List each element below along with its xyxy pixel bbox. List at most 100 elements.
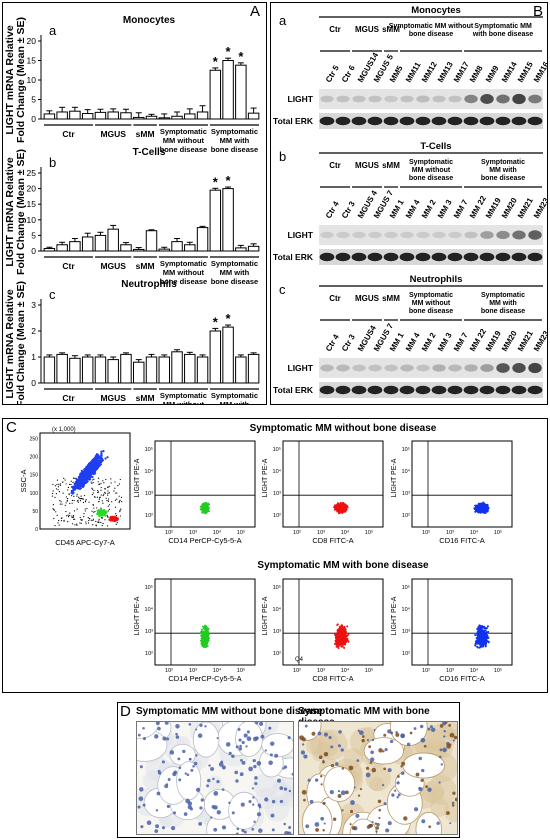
gating-point (102, 523, 104, 525)
flow-y-tick: 10³ (273, 629, 281, 635)
erk-band (431, 252, 447, 262)
bar (222, 326, 234, 384)
flow-point (484, 645, 487, 648)
gating-point (59, 483, 62, 485)
gating-point (76, 495, 78, 497)
flow-point (478, 628, 481, 631)
y-tick-label: 5 (31, 95, 36, 105)
lane-label: Ctr 4 (324, 199, 341, 220)
erk-band (447, 385, 463, 395)
light-band (448, 95, 462, 103)
group-label: sMM (136, 129, 155, 139)
cell-nucleus (387, 821, 392, 826)
flow-point (482, 637, 485, 640)
cell-nucleus (256, 761, 262, 766)
blot-group-label: sMM (382, 294, 400, 303)
blot-group-label: MM with (489, 300, 517, 307)
blot-title: T-Cells (420, 141, 451, 152)
lane-label: Ctr 4 (324, 332, 341, 353)
gating-point (57, 486, 60, 488)
flow-y-tick: 10³ (145, 629, 153, 635)
flow-point (199, 505, 202, 508)
cell-nucleus (182, 749, 186, 754)
bar (133, 116, 145, 120)
gating-point (73, 510, 76, 512)
blot-group-label: MM without (412, 300, 451, 307)
cell-nucleus (213, 791, 219, 796)
gating-point (84, 510, 86, 512)
cell-nucleus (154, 734, 159, 739)
gating-point (106, 525, 109, 527)
row-label-erk: Total ERK (273, 252, 314, 262)
flow-point (342, 510, 345, 513)
erk-band (495, 116, 511, 126)
gating-point (98, 497, 101, 499)
light-band (432, 95, 446, 103)
bar (209, 189, 222, 252)
gating-point (62, 481, 64, 483)
light-band (384, 95, 398, 103)
gating-point (65, 510, 67, 513)
group-label: MGUS (100, 393, 126, 403)
flow-point (345, 508, 348, 511)
group-label: MM with (220, 268, 250, 277)
gating-point (107, 510, 109, 512)
erk-band (463, 385, 479, 395)
gating-point-blue (80, 474, 84, 477)
erk-band (383, 385, 399, 395)
flow-point (485, 633, 488, 636)
flow-x-label: CD16 FITC-A (439, 674, 484, 683)
gating-y-label: SSC-A (19, 470, 28, 493)
light-band (432, 364, 446, 372)
cell-nucleus (156, 791, 161, 796)
gating-point (97, 490, 99, 492)
erk-band (383, 116, 399, 126)
gating-point (116, 492, 118, 494)
flow-point (479, 511, 482, 514)
chart-sublabel: b (49, 155, 56, 170)
group-label: Symptomatic (160, 391, 207, 400)
gating-point (61, 517, 63, 519)
gating-point-green (104, 511, 107, 514)
lane-label: MM 7 (452, 331, 470, 353)
flow-y-tick: 10⁴ (145, 606, 154, 613)
flow-x-tick: 10⁵ (365, 529, 373, 536)
gating-point (78, 496, 80, 498)
bar (222, 188, 234, 252)
cell-nucleus (258, 828, 263, 833)
flow-point (483, 634, 486, 637)
flow-point (476, 628, 479, 631)
light-y-label: LIGHT PE-A (134, 458, 141, 497)
cell-nucleus (235, 779, 239, 783)
gating-point (101, 500, 103, 502)
panel-a: A LIGHT mRNA Relative Fold Change (Mean ±… (2, 2, 267, 405)
light-blot-strip (319, 225, 543, 245)
cell-nucleus (314, 822, 320, 827)
cell-nucleus (307, 778, 311, 782)
gating-point (113, 490, 115, 492)
cell-nucleus (188, 723, 192, 726)
quadrant-plot-frame (282, 578, 384, 666)
cell-nucleus (400, 765, 403, 768)
gating-point-blue (95, 466, 98, 469)
lane-label: MM 3 (436, 198, 454, 220)
bar (107, 359, 119, 384)
bar (81, 356, 94, 384)
gating-point (90, 481, 92, 483)
gating-point (107, 486, 109, 488)
gating-point (66, 498, 69, 500)
y-axis-label-line1: LIGHT mRNA Relative (4, 25, 16, 134)
flow-point (202, 644, 205, 647)
gating-point (83, 494, 86, 497)
tissue-image-without-bone-disease (136, 721, 294, 835)
gating-point-blue (95, 456, 98, 459)
light-band (512, 93, 526, 105)
cell-nucleus (208, 764, 211, 767)
gating-point (65, 496, 68, 498)
gating-point (70, 495, 73, 497)
bar (235, 356, 247, 384)
bar (69, 110, 81, 120)
light-band (368, 231, 382, 239)
gating-point (92, 481, 94, 484)
flow-x-tick: 10³ (317, 668, 325, 674)
